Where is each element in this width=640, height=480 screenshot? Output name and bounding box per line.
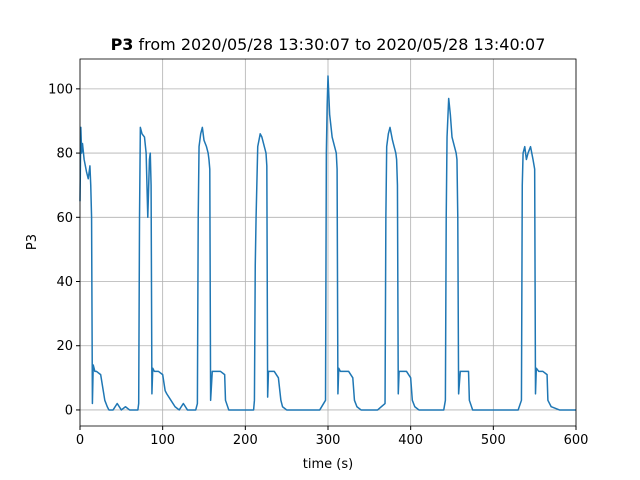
- data-line: [79, 75, 576, 411]
- x-tick-label: 0: [76, 433, 84, 448]
- title-bold: P3: [111, 35, 134, 54]
- x-tick-label: 200: [233, 433, 258, 448]
- chart-title: P3 from 2020/05/28 13:30:07 to 2020/05/2…: [111, 35, 546, 54]
- x-tick-label: 500: [481, 433, 506, 448]
- plot-frame: [79, 58, 577, 427]
- x-axis-label: time (s): [303, 457, 353, 472]
- x-tick-label: 600: [564, 433, 589, 448]
- y-tick-label: 60: [56, 211, 73, 226]
- y-tick-label: 80: [56, 147, 73, 162]
- y-axis-label: P3: [25, 234, 40, 250]
- y-tick-label: 0: [65, 403, 73, 418]
- y-tick-label: 40: [56, 275, 73, 290]
- x-tick-label: 300: [316, 433, 341, 448]
- y-tick-label: 20: [56, 339, 73, 354]
- x-tick-label: 400: [398, 433, 423, 448]
- title-rest: from 2020/05/28 13:30:07 to 2020/05/28 1…: [139, 35, 546, 54]
- y-tick-label: 100: [48, 82, 73, 97]
- x-tick-label: 100: [150, 433, 175, 448]
